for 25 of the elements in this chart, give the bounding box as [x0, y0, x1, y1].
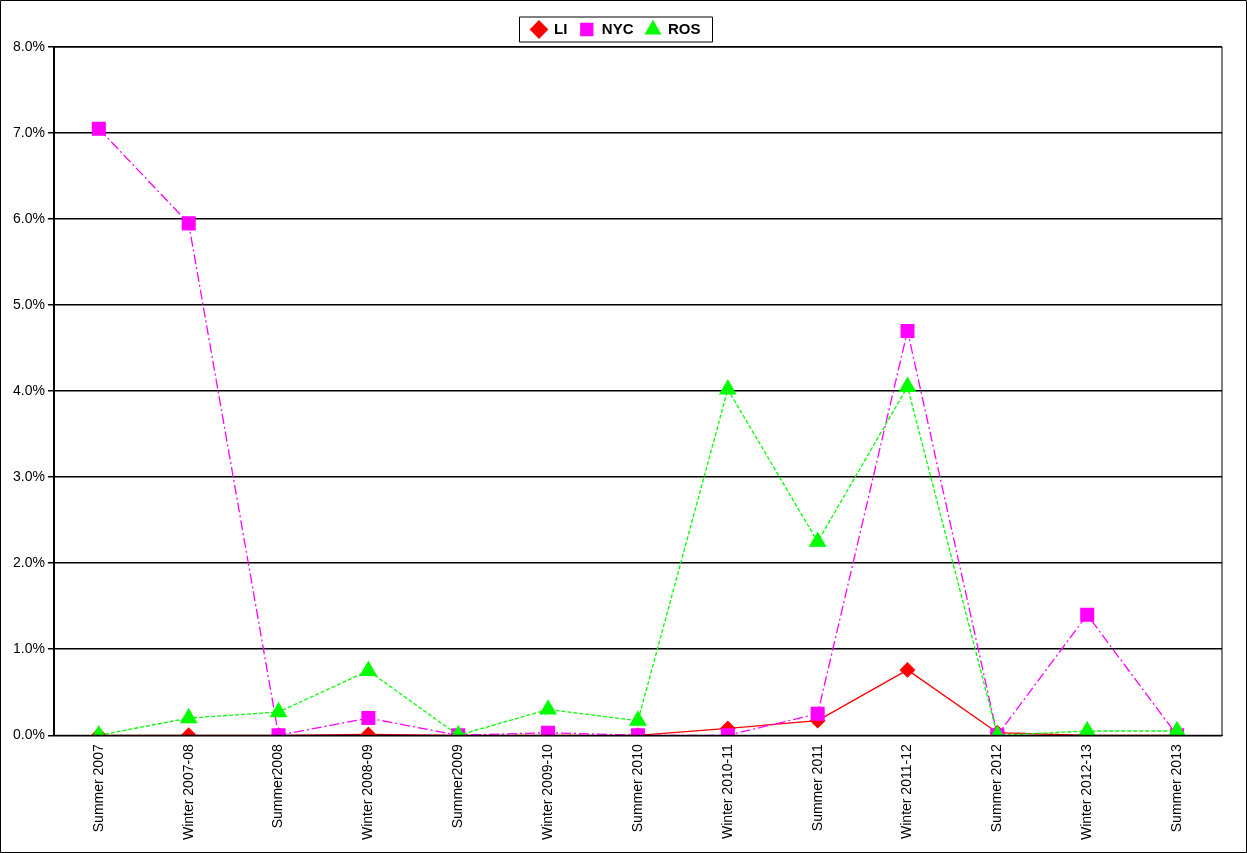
y-tick-label: 4.0%	[12, 382, 45, 398]
x-tick-label: Summer 2011	[808, 744, 825, 832]
y-tick-label: 0.0%	[12, 726, 45, 743]
x-tick-label: Summer 2012	[988, 744, 1005, 833]
x-tick-label: Winter 2011-12	[898, 744, 915, 839]
x-tick-label: Summer2009	[449, 744, 466, 829]
x-tick-label: Summer2008	[269, 744, 286, 829]
x-tick-label: Winter 2012-13	[1078, 744, 1095, 840]
y-tick-label: 2.0%	[12, 554, 45, 571]
y-tick-label: 1.0%	[12, 640, 45, 657]
y-tick-label: 5.0%	[12, 295, 45, 312]
legend-label: LI	[554, 19, 568, 37]
x-tick-label: Summer 2010	[628, 744, 645, 833]
y-tick-label: 7.0%	[12, 123, 45, 140]
x-tick-label: Winter 2007-08	[179, 744, 196, 840]
y-tick-label: 6.0%	[12, 209, 45, 226]
legend-label: ROS	[668, 19, 701, 37]
x-tick-label: Summer 2013	[1167, 744, 1184, 833]
legend-label: NYC	[601, 19, 634, 37]
y-tick-label: 3.0%	[12, 468, 45, 485]
x-tick-label: Winter 2010-11	[718, 744, 735, 839]
x-tick-label: Winter 2008-09	[359, 744, 376, 840]
y-tick-label: 8.0%	[12, 37, 45, 54]
x-tick-label: Summer 2007	[89, 744, 106, 833]
x-tick-label: Winter 2009-10	[538, 744, 555, 840]
